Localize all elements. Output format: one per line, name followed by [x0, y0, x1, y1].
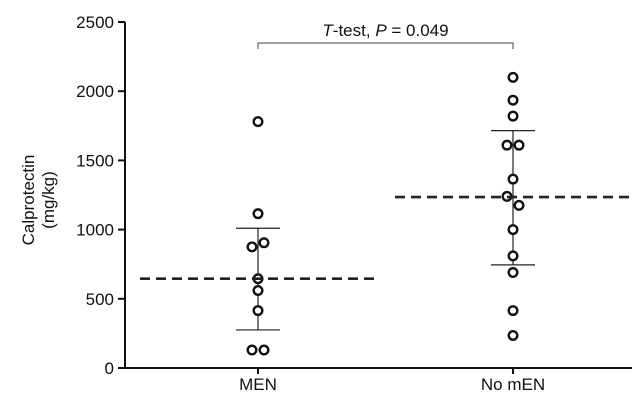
y-tick-label: 1500: [76, 151, 114, 170]
data-point: [501, 139, 513, 151]
y-axis-label-line1: Calprotectin: [19, 155, 38, 246]
significance-annotation: T-test, P = 0.049: [257, 21, 514, 49]
data-point: [252, 284, 264, 296]
data-point: [252, 116, 264, 128]
significance-bracket: [257, 42, 514, 49]
data-point: [513, 199, 525, 211]
y-tick-label: 0: [105, 359, 114, 378]
data-point: [246, 344, 258, 356]
plot-marks: [140, 71, 631, 356]
y-axis-label-line2: (mg/kg): [39, 171, 58, 229]
annotation-text-part: = 0.049: [387, 21, 449, 40]
y-tick-label: 2000: [76, 82, 114, 101]
annotation-italic-part: T: [322, 21, 334, 40]
y-tick-label: 2500: [76, 13, 114, 32]
data-point: [507, 250, 519, 262]
annotation-italic-part: P: [375, 21, 387, 40]
data-point: [507, 94, 519, 106]
data-point: [507, 329, 519, 341]
y-axis: 0 500 1000 1500 2000 2500: [76, 13, 126, 378]
data-point: [507, 224, 519, 236]
x-axis: MEN No mEN: [125, 367, 632, 394]
data-point: [258, 237, 270, 249]
data-point: [507, 267, 519, 279]
x-tick-label: No mEN: [481, 375, 545, 394]
data-point: [507, 305, 519, 317]
data-point: [507, 110, 519, 122]
data-point: [507, 173, 519, 185]
significance-label: T-test, P = 0.049: [322, 21, 448, 40]
data-point: [258, 344, 270, 356]
y-tick-label: 1000: [76, 221, 114, 240]
data-point: [252, 305, 264, 317]
y-tick-label: 500: [86, 290, 114, 309]
x-tick-label: MEN: [239, 375, 277, 394]
data-point: [252, 208, 264, 220]
annotation-text-part: -test,: [333, 21, 376, 40]
data-point: [507, 71, 519, 83]
data-point: [246, 241, 258, 253]
data-point: [513, 139, 525, 151]
